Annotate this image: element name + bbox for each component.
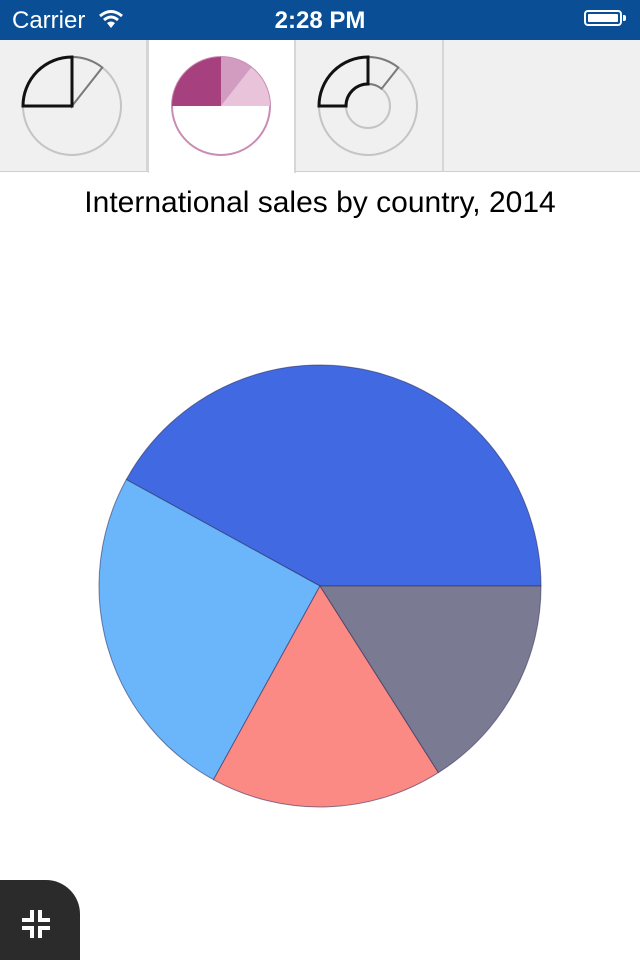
chart-type-tab-bar (0, 40, 640, 173)
chart-title: International sales by country, 2014 (84, 186, 556, 219)
doughnut-chart-icon (317, 55, 418, 156)
collapse-icon (22, 910, 50, 938)
pie-chart-outline-icon (21, 55, 122, 156)
status-bar: Carrier 2:28 PM (0, 0, 640, 40)
pie-slice-3[interactable] (212, 585, 440, 808)
pie-slice-2[interactable] (98, 478, 321, 781)
pie-slice-4[interactable] (319, 585, 542, 774)
tab-doughnut[interactable] (296, 40, 444, 171)
pie-chart (98, 364, 542, 808)
carrier-label: Carrier (12, 7, 86, 34)
pie-chart-filled-icon (171, 56, 271, 156)
tab-pie-outline[interactable] (0, 40, 148, 171)
status-time: 2:28 PM (274, 7, 366, 34)
wifi-icon (98, 9, 124, 34)
pie-slice-1[interactable] (125, 364, 542, 587)
collapse-button[interactable] (0, 880, 80, 960)
tab-pie-filled[interactable] (148, 40, 296, 173)
battery-icon (584, 10, 628, 28)
